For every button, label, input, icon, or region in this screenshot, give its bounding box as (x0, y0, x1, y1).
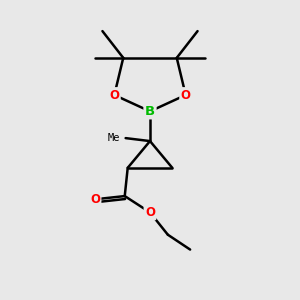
Text: O: O (145, 206, 155, 219)
Text: O: O (109, 88, 119, 101)
Text: Me: Me (108, 133, 120, 143)
Text: O: O (90, 193, 100, 206)
Text: O: O (181, 88, 191, 101)
Text: B: B (145, 105, 155, 118)
